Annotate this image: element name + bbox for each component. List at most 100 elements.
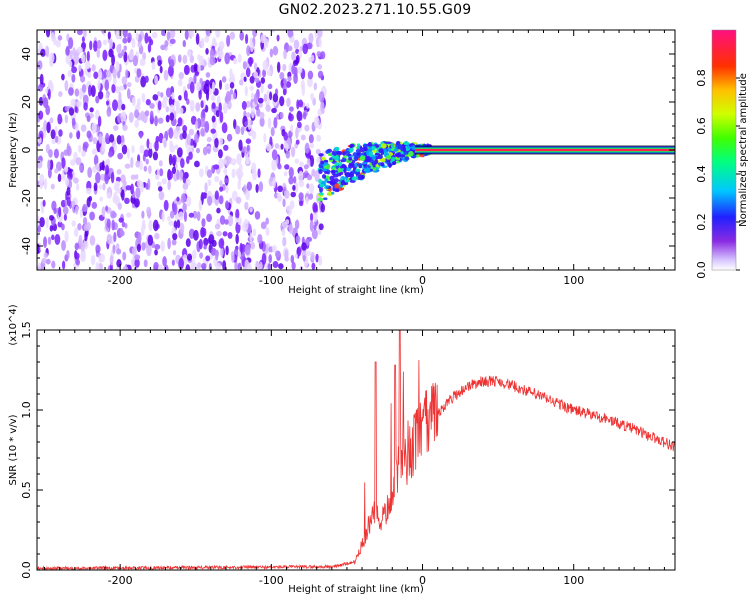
noise-blob <box>88 195 93 202</box>
noise-blob <box>242 60 247 70</box>
noise-blob <box>58 129 63 137</box>
noise-blob <box>271 107 277 114</box>
noise-blob <box>254 77 260 83</box>
noise-blob <box>293 39 300 50</box>
noise-blob <box>131 97 136 107</box>
noise-blob <box>288 176 294 185</box>
noise-blob <box>157 186 163 192</box>
noise-blob <box>135 187 141 199</box>
noise-blob <box>254 210 261 220</box>
noise-blob <box>116 169 122 175</box>
noise-blob <box>85 61 91 70</box>
noise-blob <box>265 227 270 236</box>
noise-blob <box>63 149 69 156</box>
noise-blob <box>286 97 291 108</box>
noise-blob <box>313 82 318 91</box>
noise-blob <box>111 83 116 94</box>
noise-blob <box>124 197 130 205</box>
noise-blob <box>301 242 307 251</box>
noise-blob <box>131 145 135 154</box>
noise-blob <box>152 94 159 101</box>
noise-blob <box>217 49 224 60</box>
noise-blob <box>143 259 148 268</box>
noise-blob <box>95 95 100 104</box>
y-tick-label: 1.0 <box>20 401 33 419</box>
noise-blob <box>131 246 137 257</box>
noise-blob <box>200 127 205 137</box>
noise-blob <box>283 189 290 199</box>
colorbar-label: Normalized spectral amplitude <box>738 73 749 227</box>
noise-blob <box>320 203 326 213</box>
noise-blob <box>228 77 234 83</box>
noise-blob <box>64 230 69 243</box>
noise-blob <box>272 45 279 56</box>
noise-blob <box>260 77 266 84</box>
noise-blob <box>266 68 272 76</box>
noise-blob <box>151 61 156 71</box>
noise-blob <box>115 188 122 194</box>
noise-blob <box>258 102 263 108</box>
noise-blob <box>214 223 221 230</box>
noise-blob <box>61 223 65 231</box>
noise-blob <box>180 193 186 204</box>
noise-blob <box>154 243 161 250</box>
noise-blob <box>145 158 149 165</box>
noise-blob <box>225 245 229 256</box>
transition-blob <box>324 171 329 175</box>
noise-blob <box>192 249 197 260</box>
noise-blob <box>262 59 269 71</box>
noise-blob <box>292 184 296 191</box>
noise-blob <box>139 58 146 67</box>
noise-blob <box>124 163 131 169</box>
noise-blob <box>139 160 143 171</box>
noise-blob <box>80 250 84 259</box>
transition-blob <box>345 150 351 156</box>
noise-blob <box>259 111 265 120</box>
noise-blob <box>195 147 201 154</box>
noise-blob <box>98 184 102 190</box>
noise-blob <box>128 49 134 61</box>
noise-blob <box>153 261 159 270</box>
noise-blob <box>108 134 115 143</box>
noise-blob <box>93 154 99 166</box>
noise-blob <box>281 228 286 237</box>
noise-blob <box>252 228 257 237</box>
noise-blob <box>272 261 279 269</box>
noise-blob <box>316 156 321 164</box>
noise-blob <box>235 208 240 220</box>
transition-blob <box>385 154 392 160</box>
noise-blob <box>222 260 227 270</box>
noise-blob <box>81 150 86 157</box>
noise-blob <box>240 126 245 135</box>
noise-blob <box>81 53 86 63</box>
noise-blob <box>83 224 89 232</box>
transition-blob <box>374 158 378 165</box>
noise-blob <box>125 212 132 218</box>
noise-blob <box>201 218 206 228</box>
noise-blob <box>66 249 70 260</box>
noise-blob <box>139 144 145 154</box>
noise-blob <box>193 229 199 241</box>
noise-blob <box>43 120 48 132</box>
noise-blob <box>288 113 294 122</box>
noise-blob <box>128 111 134 123</box>
noise-blob <box>49 214 55 221</box>
noise-blob <box>250 41 254 53</box>
noise-blob <box>249 207 253 213</box>
noise-blob <box>76 46 83 54</box>
noise-blob <box>261 252 267 265</box>
noise-blob <box>89 40 93 51</box>
noise-blob <box>296 121 302 129</box>
noise-blob <box>49 159 54 171</box>
noise-blob <box>195 102 201 112</box>
noise-blob <box>152 151 159 161</box>
noise-blob <box>199 252 204 259</box>
noise-blob <box>169 97 174 107</box>
noise-blob <box>175 105 180 115</box>
noise-blob <box>97 68 103 81</box>
noise-blob <box>74 106 78 113</box>
noise-blob <box>258 261 263 270</box>
noise-blob <box>122 180 127 186</box>
noise-blob <box>161 30 166 37</box>
y-tick-label: -20 <box>20 189 33 207</box>
